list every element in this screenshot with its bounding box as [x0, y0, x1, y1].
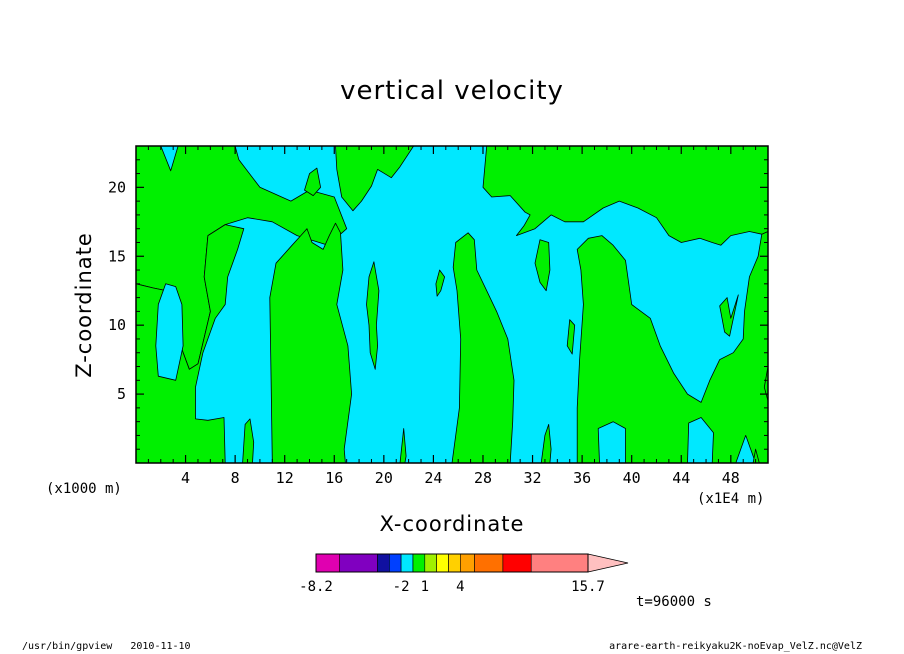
plot-frame [135, 145, 769, 464]
contour-region-upper-middle-blob [335, 146, 415, 212]
x-tick-label: 8 [231, 469, 240, 487]
y-axis-label: Z-coordinate [72, 232, 96, 378]
x-axis-label: X-coordinate [379, 512, 525, 536]
colorbar-cell [400, 553, 414, 573]
x-unit-label-right: (x1E4 m) [697, 491, 765, 507]
contour-region-blob-x35-z9 [566, 319, 576, 355]
colorbar-cell [424, 553, 437, 573]
colorbar-label: -8.2 [299, 579, 333, 595]
y-tick-label: 5 [117, 385, 126, 403]
contour-region-right-region [576, 231, 768, 463]
colorbar-cell [388, 553, 402, 573]
x-axis: 4 8 12 16 20 24 28 32 36 40 44 48 [147, 146, 757, 487]
colorbar-label: 4 [456, 579, 464, 595]
x-tick-label: 48 [722, 469, 740, 487]
y-tick-label: 15 [108, 247, 126, 265]
contour-region-blob-x20-z12 [366, 261, 380, 370]
colorbar-cell [530, 553, 589, 573]
footer-date: 2010-11-10 [130, 641, 191, 652]
footer-source: arare-earth-reikyaku2K-noEvap_VelZ.nc@Ve… [609, 641, 862, 652]
contour-region-thin-x33-bottom [540, 423, 552, 463]
x-tick-label: 40 [623, 469, 641, 487]
chart-title: vertical velocity [340, 76, 564, 106]
x-tick-label: 36 [573, 469, 591, 487]
colorbar-cell [474, 553, 504, 573]
colorbar-label: -2 [393, 579, 410, 595]
footer-program-path: /usr/bin/gpview [22, 641, 113, 652]
contour-region-column-26-31 [451, 232, 515, 463]
contour-region-blob-x24-z13 [435, 269, 446, 297]
x-tick-label: 4 [181, 469, 190, 487]
colorbar-cell [412, 553, 426, 573]
y-axis: 5 10 15 20 [108, 159, 768, 450]
x-tick-label: 28 [474, 469, 492, 487]
x-unit-label-left: (x1000 m) [46, 481, 122, 497]
colorbar-cell [436, 553, 449, 573]
colorbar-label: 15.7 [571, 579, 605, 595]
colorbar: -8.2 -2 1 4 15.7 [299, 553, 629, 595]
y-tick-label: 10 [108, 316, 126, 334]
colorbar-cell [448, 553, 461, 573]
colorbar-cell [339, 553, 378, 573]
time-label: t=96000 s [636, 594, 712, 610]
contour-region-blob-x14-z20 [304, 167, 322, 197]
colorbar-cell [315, 553, 341, 573]
contour-field [136, 146, 768, 463]
x-tick-label: 24 [424, 469, 442, 487]
colorbar-frame [315, 553, 589, 573]
x-tick-label: 20 [375, 469, 393, 487]
contour-region-thin-x9-bottom [242, 418, 255, 463]
contour-region-thin-x50-bottom [752, 448, 760, 463]
colorbar-arrow [587, 553, 629, 573]
colorbar-cell [377, 553, 390, 573]
contour-region-upper-right-region [482, 146, 768, 246]
y-tick-label: 20 [108, 178, 126, 196]
footer-program: /usr/bin/gpview 2010-11-10 [22, 641, 191, 652]
colorbar-cell [502, 553, 532, 573]
contour-region-thin-x21-5-bottom [399, 428, 407, 463]
x-tick-label: 32 [524, 469, 542, 487]
contour-region-left-hole [155, 283, 184, 381]
x-tick-label: 44 [672, 469, 690, 487]
x-tick-label: 12 [276, 469, 294, 487]
colorbar-cell [459, 553, 475, 573]
contour-region-blob-x48-z11 [719, 294, 739, 337]
contour-region-blob-x33-z15 [534, 239, 551, 292]
contour-region-column-12-16 [269, 222, 353, 463]
colorbar-label: 1 [421, 579, 429, 595]
x-tick-label: 16 [325, 469, 343, 487]
